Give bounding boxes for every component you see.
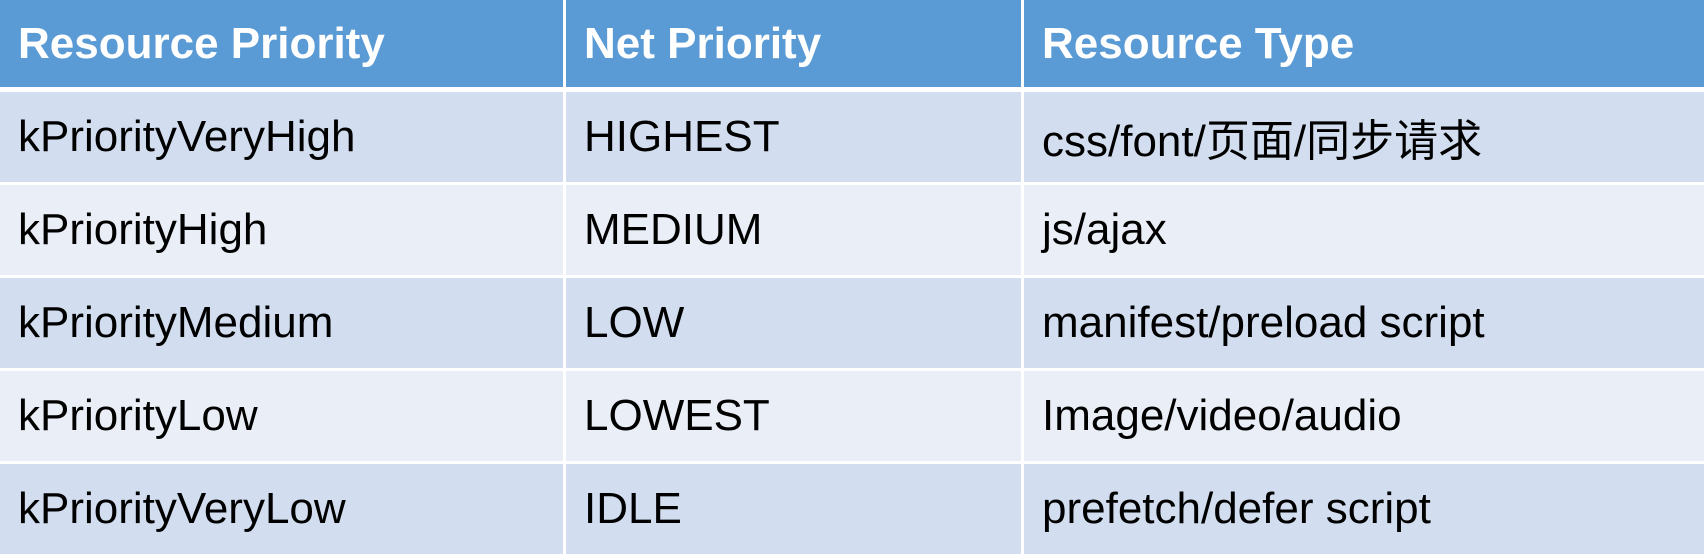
table-row: kPriorityLow LOWEST Image/video/audio: [0, 371, 1704, 461]
cell-resource-type: js/ajax: [1024, 185, 1704, 275]
table-row: kPriorityHigh MEDIUM js/ajax: [0, 185, 1704, 275]
cell-resource-type: prefetch/defer script: [1024, 464, 1704, 554]
header-resource-priority: Resource Priority: [0, 0, 563, 87]
table-header-row: Resource Priority Net Priority Resource …: [0, 0, 1704, 87]
header-resource-type: Resource Type: [1024, 0, 1704, 87]
cell-resource-priority: kPriorityLow: [0, 371, 563, 461]
cell-net-priority: LOWEST: [566, 371, 1021, 461]
table-row: kPriorityMedium LOW manifest/preload scr…: [0, 278, 1704, 368]
cell-resource-type: Image/video/audio: [1024, 371, 1704, 461]
table-row: kPriorityVeryHigh HIGHEST css/font/页面/同步…: [0, 92, 1704, 182]
cell-resource-type: manifest/preload script: [1024, 278, 1704, 368]
cell-resource-priority: kPriorityMedium: [0, 278, 563, 368]
header-net-priority: Net Priority: [566, 0, 1021, 87]
cell-net-priority: MEDIUM: [566, 185, 1021, 275]
cell-resource-priority: kPriorityHigh: [0, 185, 563, 275]
cell-resource-priority: kPriorityVeryLow: [0, 464, 563, 554]
cell-net-priority: HIGHEST: [566, 92, 1021, 182]
cell-resource-priority: kPriorityVeryHigh: [0, 92, 563, 182]
table-row: kPriorityVeryLow IDLE prefetch/defer scr…: [0, 464, 1704, 554]
cell-resource-type: css/font/页面/同步请求: [1024, 92, 1704, 182]
cell-net-priority: LOW: [566, 278, 1021, 368]
cell-net-priority: IDLE: [566, 464, 1021, 554]
